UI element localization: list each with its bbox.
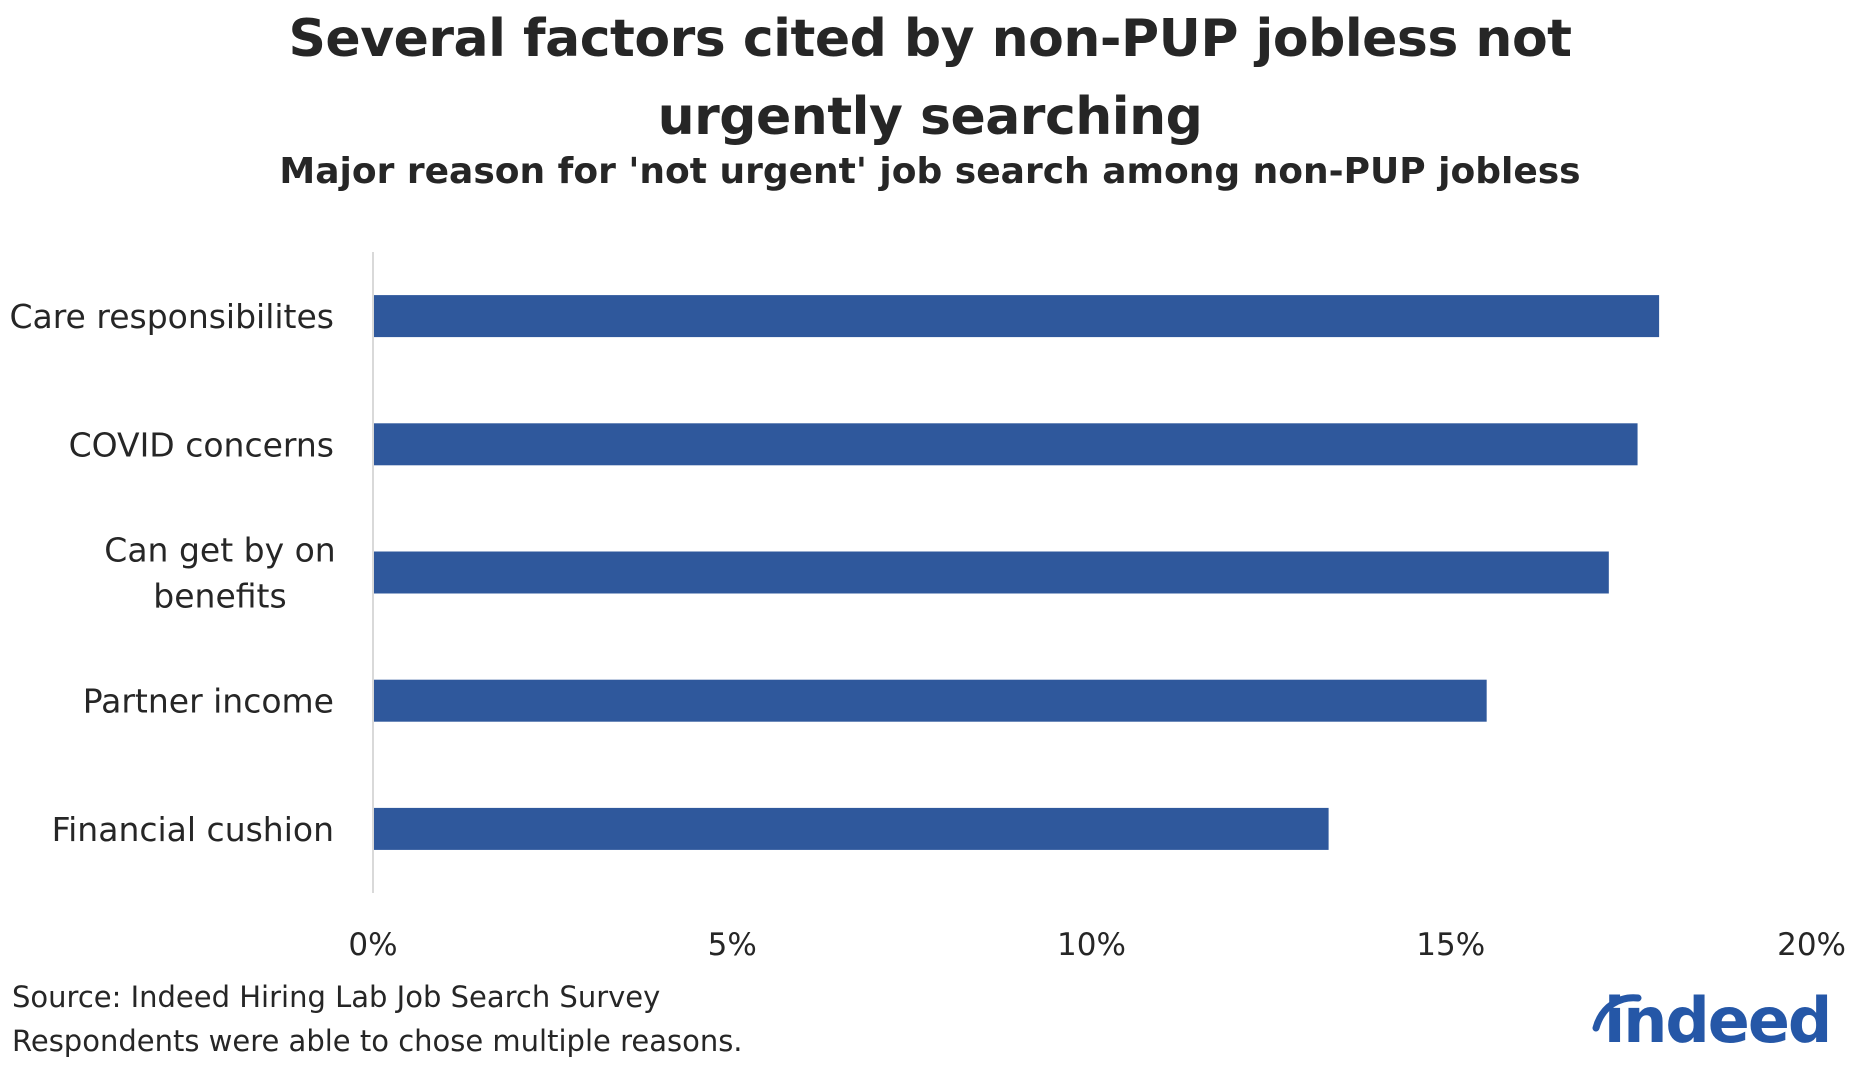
category-label: Partner income — [83, 682, 334, 721]
source-note: Source: Indeed Hiring Lab Job Search Sur… — [12, 975, 743, 1063]
category-label: Can get by on benefits — [104, 531, 335, 616]
source-line: Source: Indeed Hiring Lab Job Search Sur… — [12, 980, 661, 1014]
chart-subtitle: Major reason for 'not urgent' job search… — [279, 151, 1581, 192]
x-tick-label: 20% — [1777, 927, 1846, 963]
x-tick-label: 15% — [1416, 927, 1485, 963]
bar-5 — [373, 807, 1329, 850]
x-tick-label: 10% — [1057, 927, 1126, 963]
x-tick-label: 5% — [708, 927, 757, 963]
x-tick-label: 0% — [348, 927, 397, 963]
bar-2 — [373, 423, 1638, 466]
indeed-logo-text: indeed — [1604, 984, 1832, 1057]
category-label: COVID concerns — [69, 425, 334, 464]
category-label: Care responsibilites — [9, 297, 334, 336]
x-tick-labels-group: 0% 5% 10% 15% 20% — [348, 927, 1846, 963]
indeed-logo: indeed — [1590, 978, 1840, 1068]
bars-group — [373, 295, 1660, 850]
bar-4 — [373, 679, 1487, 722]
bar-1 — [373, 295, 1660, 338]
bar-3 — [373, 551, 1609, 594]
category-label: Financial cushion — [52, 810, 334, 849]
chart-title: Several factors cited by non-PUP jobless… — [288, 9, 1572, 147]
indeed-logo-arc-icon — [1592, 994, 1642, 1032]
note-line: Respondents were able to chose multiple … — [12, 1024, 743, 1058]
category-labels-group: Care responsibilites COVID concerns Can ge… — [9, 297, 335, 849]
bar-chart: Care responsibilites COVID concerns Can ge… — [9, 252, 1846, 963]
